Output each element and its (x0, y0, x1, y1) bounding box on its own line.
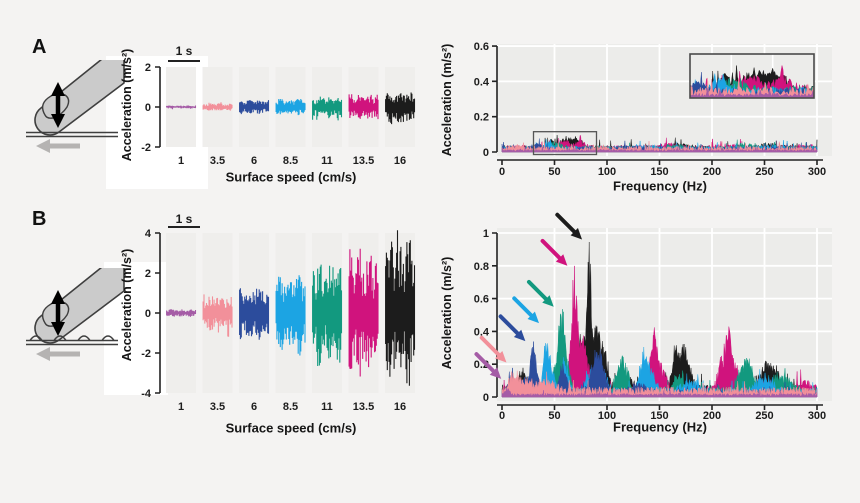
svg-text:0: 0 (145, 102, 151, 114)
svg-text:0.4: 0.4 (474, 326, 490, 338)
panel-a-label: A (32, 36, 47, 58)
svg-text:8.5: 8.5 (283, 155, 298, 167)
svg-text:0.4: 0.4 (474, 76, 490, 88)
panel-b-timeseries-x-axis-title: Surface speed (cm/s) (225, 420, 357, 436)
svg-text:300: 300 (808, 410, 826, 422)
panel-a-spectrum-chart: 0 0.2 0.4 0.6 0 50 100 150 200 250 300 (435, 28, 860, 198)
slide-direction-arrow-icon (36, 139, 80, 153)
svg-text:1: 1 (483, 228, 489, 240)
panel-a-spectrum-plot: 0 0.2 0.4 0.6 0 50 100 150 200 250 300 (474, 41, 832, 178)
panel-a-timeseries-y-axis-title: Acceleration (m/s²) (120, 48, 134, 162)
textured-surface-lines (26, 335, 118, 346)
panel-b-spectrum-chart: 0 0.2 0.4 0.6 0.8 1 0 50 100 150 200 250 300 (435, 212, 860, 440)
svg-text:8.5: 8.5 (283, 401, 298, 413)
svg-text:2: 2 (145, 268, 151, 280)
svg-text:16: 16 (394, 401, 406, 413)
vertical-vibration-arrow-icon (51, 290, 65, 336)
svg-text:-4: -4 (141, 388, 152, 400)
svg-text:13.5: 13.5 (353, 401, 374, 413)
svg-text:6: 6 (251, 401, 257, 413)
svg-text:100: 100 (598, 166, 616, 178)
svg-text:150: 150 (650, 166, 668, 178)
svg-text:11: 11 (321, 155, 333, 167)
svg-text:0.6: 0.6 (474, 41, 489, 53)
svg-text:200: 200 (703, 166, 721, 178)
slide-direction-arrow-icon (36, 347, 80, 361)
panel-b-timeseries-y-axis-title: Acceleration (m/s²) (120, 248, 134, 362)
svg-text:250: 250 (755, 166, 773, 178)
svg-text:0: 0 (499, 410, 505, 422)
panel-b-label: B (32, 208, 47, 230)
svg-text:-2: -2 (141, 142, 151, 154)
panel-a-timeseries-x-axis-title: Surface speed (cm/s) (225, 169, 357, 185)
fingernail-shape (41, 300, 70, 327)
panel-b-timescale-label: 1 s (175, 212, 193, 226)
panel-b-spectrum-y-axis-title: Acceleration (m/s²) (440, 256, 454, 370)
svg-text:3.5: 3.5 (210, 155, 225, 167)
svg-text:0.2: 0.2 (474, 112, 489, 124)
svg-text:50: 50 (548, 166, 560, 178)
svg-text:0.6: 0.6 (474, 294, 489, 306)
svg-text:4: 4 (145, 228, 152, 240)
panel-a-spectrum-y-axis-title: Acceleration (m/s²) (440, 43, 454, 157)
svg-text:0.8: 0.8 (474, 261, 489, 273)
svg-text:13.5: 13.5 (353, 155, 374, 167)
svg-text:250: 250 (755, 410, 773, 422)
fingernail-shape (41, 92, 70, 119)
vertical-vibration-arrow-icon (51, 82, 65, 128)
svg-text:0: 0 (483, 392, 489, 404)
svg-text:2: 2 (145, 62, 151, 74)
panel-a-timescale-label: 1 s (175, 44, 193, 58)
finger-smooth-surface-icon (26, 60, 125, 153)
svg-text:0: 0 (483, 147, 489, 159)
svg-text:6: 6 (251, 155, 257, 167)
svg-text:11: 11 (321, 401, 333, 413)
smooth-surface-lines (26, 131, 118, 138)
svg-text:100: 100 (598, 410, 616, 422)
svg-text:300: 300 (808, 166, 826, 178)
svg-text:0: 0 (499, 166, 505, 178)
panel-a-spectrum-x-axis-title: Frequency (Hz) (613, 178, 707, 194)
panel-b-spectrum-plot: 00.20.40.60.810 50 100 150 200 250 300 (474, 212, 832, 422)
svg-text:-2: -2 (141, 348, 151, 360)
svg-text:1: 1 (178, 155, 184, 167)
panel-a-timeseries-chart: 1 3.5 6 8.5 11 13.5 16 2 0 -2 (110, 40, 430, 190)
svg-text:0: 0 (145, 308, 151, 320)
svg-text:3.5: 3.5 (210, 401, 225, 413)
svg-text:200: 200 (703, 410, 721, 422)
finger-textured-surface-icon (26, 268, 125, 361)
svg-text:50: 50 (548, 410, 560, 422)
svg-text:150: 150 (650, 410, 668, 422)
panel-b-timeseries-chart: 1 3.5 6 8.5 11 13.5 16 4 2 0 -2 -4 (110, 210, 430, 440)
panel-b-spectrum-x-axis-title: Frequency (Hz) (613, 419, 707, 435)
svg-text:1: 1 (178, 401, 184, 413)
svg-text:16: 16 (394, 155, 406, 167)
